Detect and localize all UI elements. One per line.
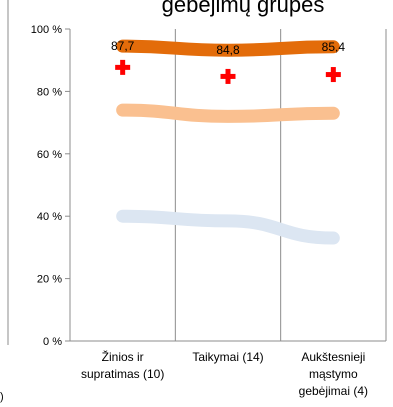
data-label: 85,4 (322, 40, 346, 54)
data-labels: 87,7 84,8 85,4 (111, 39, 345, 57)
y-tick-label: 100 % (31, 24, 62, 36)
cross-marker (325, 67, 341, 83)
data-label: 84,8 (216, 43, 240, 57)
chart-title: gebėjimų grupes (162, 0, 325, 17)
x-category-label: Aukštesnieji mąstymo gebėjimai (4) (299, 350, 368, 398)
x-category-labels: Žinios ir supratimas (10) Taikymai (14) Auk… (81, 349, 368, 398)
series-line (116, 209, 340, 245)
left-panel-partial-label: ) (0, 391, 4, 403)
y-tick-label: 20 % (37, 274, 62, 286)
series-line (116, 39, 340, 57)
data-label: 87,7 (111, 39, 135, 53)
x-category-label: Taikymai (14) (192, 350, 263, 364)
y-tick-label: 60 % (37, 149, 62, 161)
series (115, 39, 341, 245)
cross-marker (220, 68, 236, 84)
y-tick-labels: 0 % 20 % 40 % 60 % 80 % 100 % (31, 24, 62, 348)
x-category-label: Žinios ir supratimas (10) (81, 349, 164, 381)
cross-marker (115, 59, 131, 75)
series-line (116, 103, 340, 123)
y-tick-label: 0 % (43, 336, 62, 348)
axes (65, 28, 386, 342)
y-tick-label: 80 % (37, 86, 62, 98)
y-tick-label: 40 % (37, 211, 62, 223)
